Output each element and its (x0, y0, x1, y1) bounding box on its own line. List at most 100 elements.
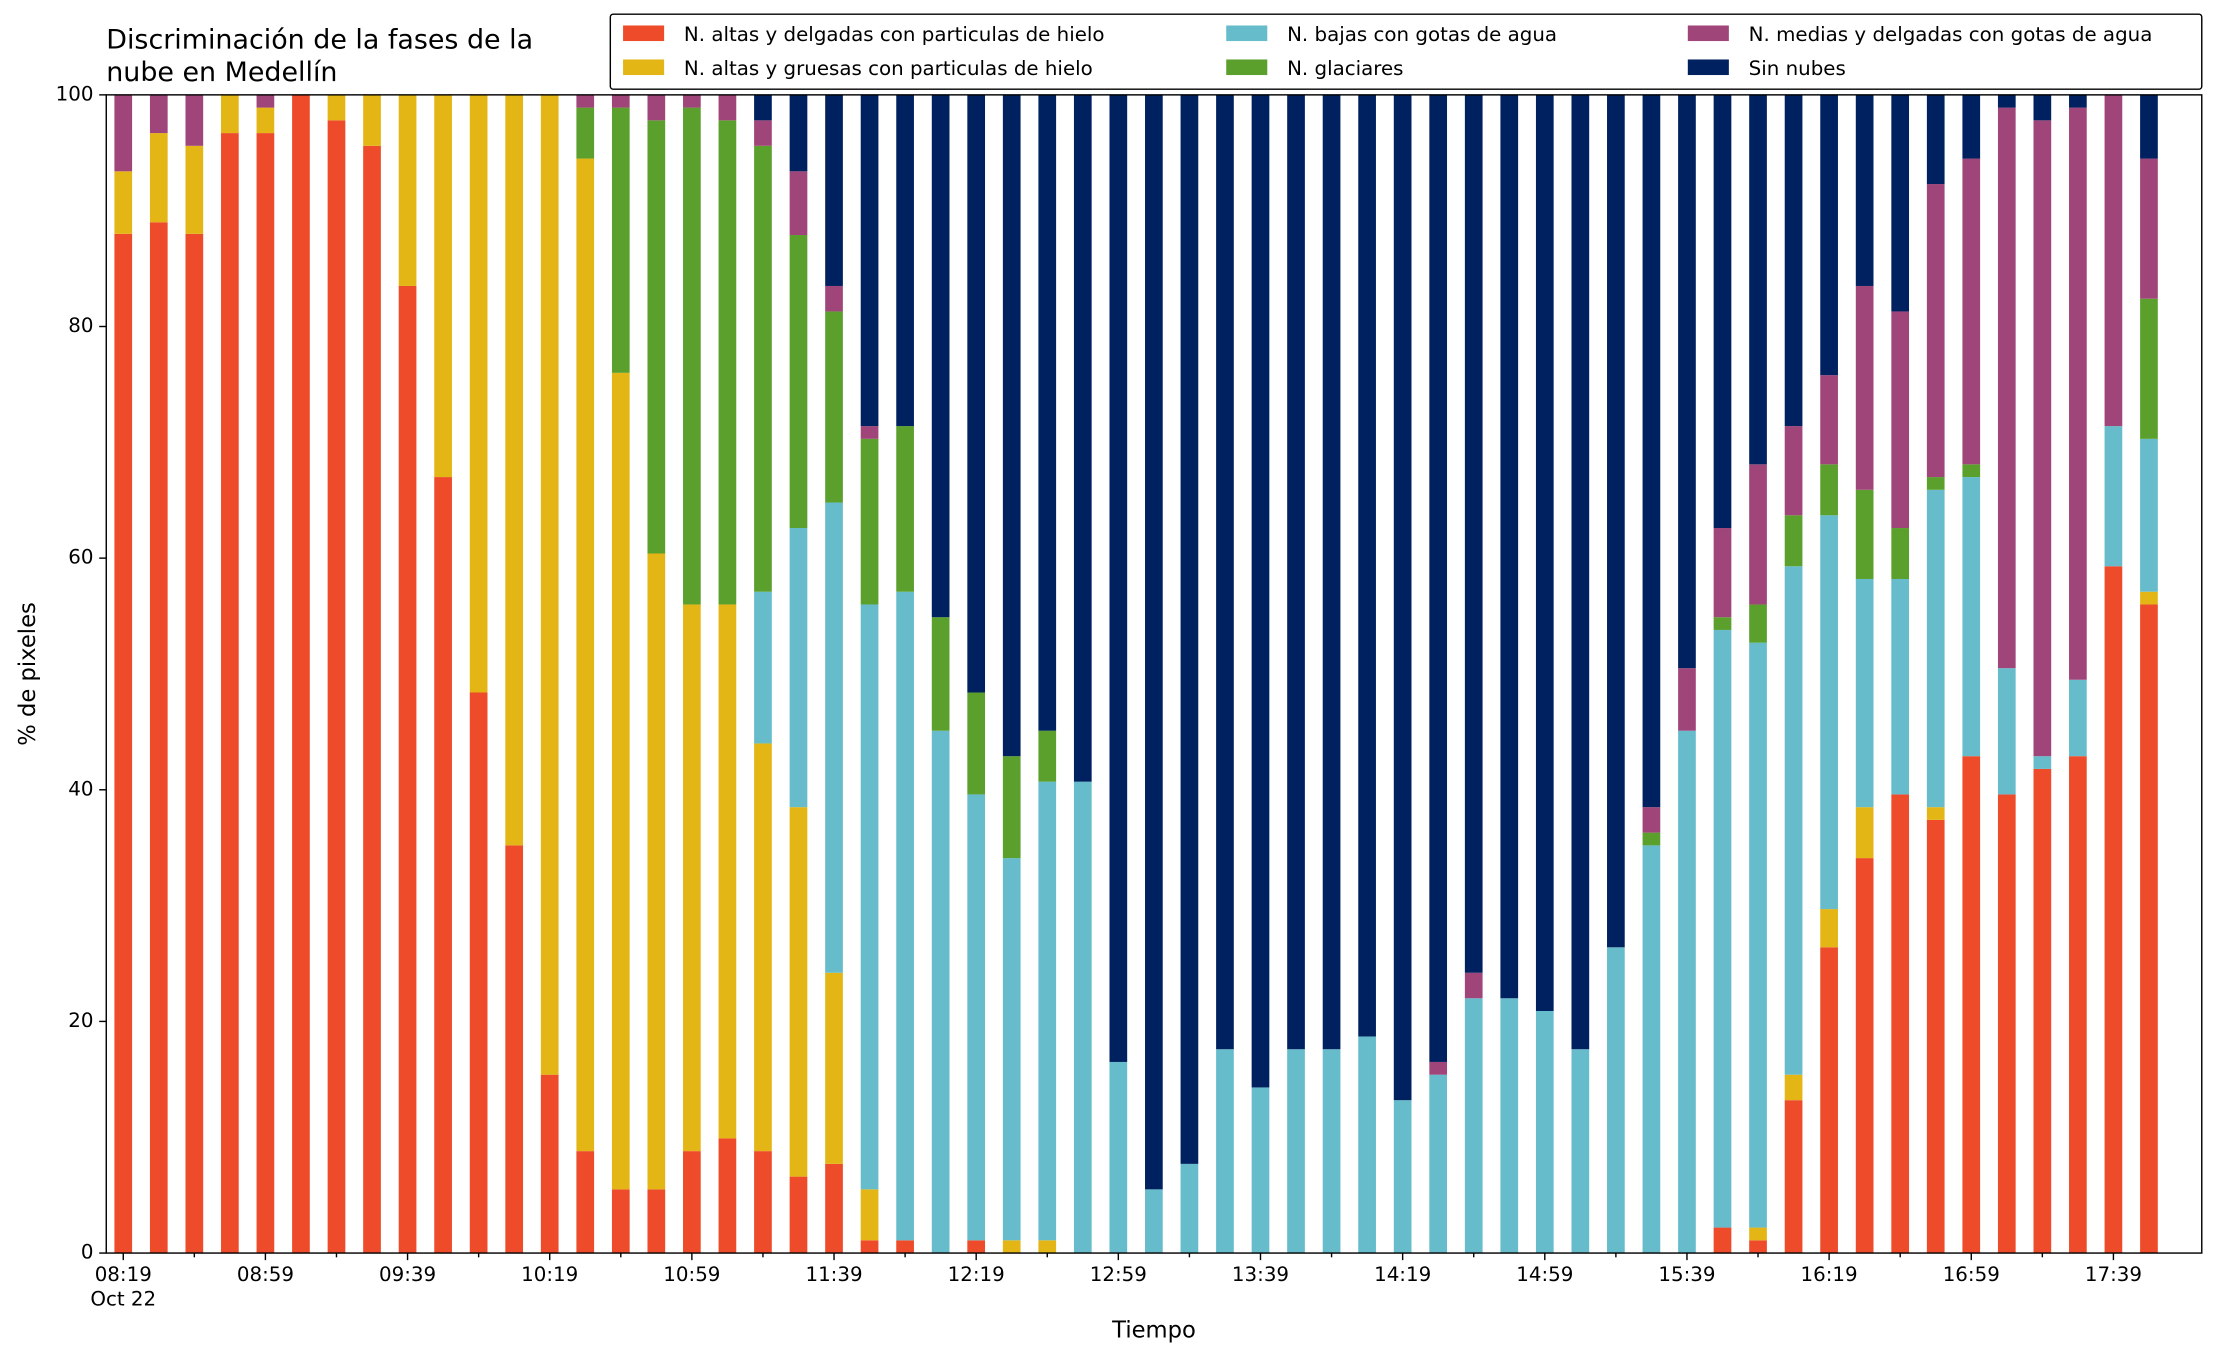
y-tick-label: 0 (81, 1241, 94, 1264)
bar-segment (576, 158, 595, 1152)
bar-segment (185, 233, 204, 1254)
bar-segment (398, 94, 417, 286)
bar-segment (718, 1138, 737, 1254)
bar-segment (2140, 438, 2158, 592)
bar-segment (1749, 1227, 1767, 1241)
bar-segment (1464, 998, 1483, 1254)
bar-segment (2104, 566, 2123, 1254)
bar-segment (1464, 972, 1483, 999)
bar-segment (1287, 94, 1305, 1050)
legend-label: N. glaciares (1287, 57, 1403, 80)
x-tick-label: 10:59 (663, 1263, 720, 1286)
bar-segment (647, 1189, 666, 1254)
y-tick-label: 40 (68, 777, 93, 800)
bar-segment (256, 107, 275, 134)
bar-segment (1784, 94, 1803, 427)
bar-segment (683, 107, 701, 605)
bar-segment (221, 133, 239, 1254)
bar-segment (1002, 1240, 1021, 1254)
bar-segment (576, 107, 595, 159)
bar-segment (185, 94, 204, 146)
x-tick-label: 14:19 (1374, 1263, 1431, 1286)
bar-segment (1962, 464, 1981, 478)
bar-segment (1820, 464, 1838, 516)
x-tick-label: 15:39 (1658, 1263, 1715, 1286)
bar-segment (896, 94, 914, 427)
bar-segment (1820, 947, 1838, 1254)
bar-segment (1642, 845, 1661, 1254)
bar-segment (718, 94, 737, 121)
bar-segment (1997, 94, 2016, 108)
legend-swatch (1226, 25, 1268, 42)
x-tick-label: 17:39 (2085, 1263, 2142, 1286)
bar-segment (1535, 94, 1554, 1011)
bar-segment (1429, 1074, 1448, 1254)
bar-segment (1607, 94, 1625, 948)
bar-segment (2033, 94, 2052, 121)
bar-segment (967, 1240, 986, 1254)
bar-segment (1358, 1036, 1376, 1254)
bar-segment (2104, 94, 2123, 427)
bar-segment (931, 730, 950, 1254)
bar-segment (754, 145, 772, 592)
bar-segment (1678, 668, 1696, 731)
bar-segment (1820, 375, 1838, 465)
bar-segment (2140, 94, 2158, 159)
bar-segment (789, 94, 808, 172)
bar-segment (1749, 464, 1767, 605)
bar-segment (860, 426, 879, 439)
bar-segment (540, 1074, 559, 1254)
x-tick-label: 11:39 (805, 1263, 862, 1286)
bar-segment (1145, 94, 1163, 1190)
bar-segment (896, 426, 914, 592)
bar-segment (114, 171, 133, 234)
bar-segment (1926, 477, 1945, 490)
x-tick-label: 16:19 (1801, 1263, 1858, 1286)
bar-segment (1251, 1087, 1270, 1254)
bar-segment (398, 285, 417, 1254)
bar-segment (754, 94, 772, 121)
legend-swatch (623, 25, 665, 42)
bar-segment (114, 94, 133, 172)
bar-segment (1891, 311, 1910, 529)
y-tick-label: 80 (68, 314, 93, 337)
bar-segment (1855, 807, 1874, 859)
bar-segment (1500, 94, 1519, 999)
bar-segment (1997, 794, 2016, 1254)
bar-segment (1038, 730, 1057, 782)
bar-segment (327, 120, 346, 1254)
bar-segment (1145, 1189, 1163, 1254)
bar-segment (1429, 94, 1448, 1062)
bar-segment (2140, 298, 2158, 439)
bar-segment (1962, 158, 1981, 465)
bar-segment (2069, 756, 2087, 1254)
bar-segment (860, 94, 879, 427)
bar-segment (789, 1176, 808, 1254)
bar-segment (789, 171, 808, 236)
x-tick-label: 09:39 (379, 1263, 436, 1286)
bar-segment (754, 1151, 772, 1254)
bar-segment (1642, 94, 1661, 808)
bar-segment (1642, 807, 1661, 833)
bar-segment (754, 120, 772, 146)
bar-segment (149, 133, 168, 223)
bar-segment (1713, 94, 1732, 529)
bar-segment (1784, 1100, 1803, 1254)
bar-segment (1926, 489, 1945, 808)
bar-segment (1038, 781, 1057, 1241)
bar-segment (2140, 158, 2158, 299)
bar-segment (825, 972, 843, 1164)
x-tick-label: 13:39 (1232, 1263, 1289, 1286)
bar-segment (2069, 94, 2087, 108)
legend-swatch (1687, 25, 1729, 42)
chart-title: Discriminación de la fases de la (106, 25, 533, 56)
bar-segment (1287, 1049, 1305, 1254)
bar-segment (1855, 578, 1874, 808)
bar-segment (327, 94, 346, 121)
bar-segment (1002, 756, 1021, 859)
legend-swatch (1687, 59, 1729, 76)
bar-segment (256, 133, 275, 1254)
bar-segment (1749, 642, 1767, 1228)
x-tick-label: 08:19 (95, 1263, 152, 1286)
